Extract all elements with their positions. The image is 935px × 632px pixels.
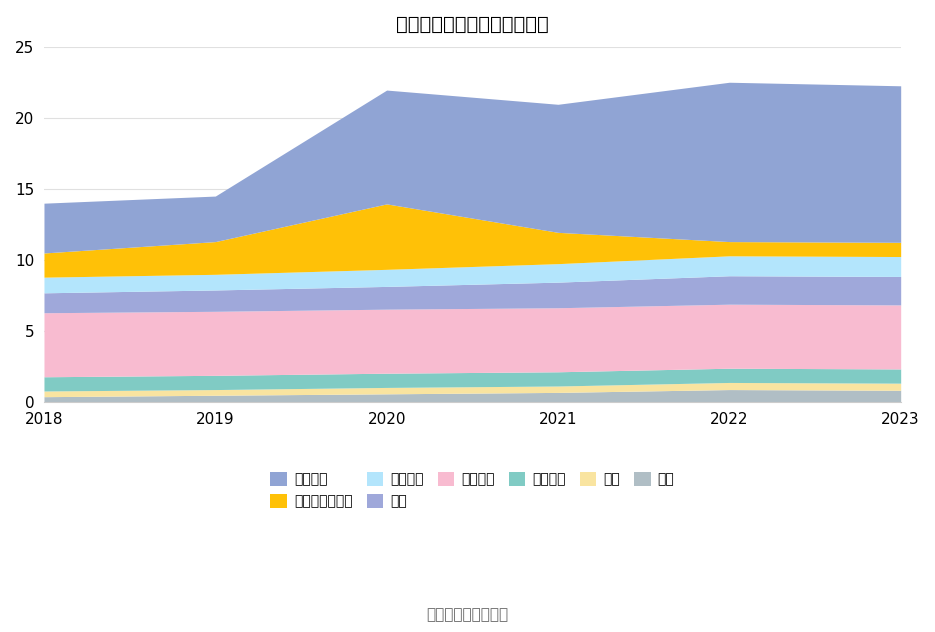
- Title: 历年主要资产堆积图（亿元）: 历年主要资产堆积图（亿元）: [396, 15, 549, 34]
- Text: 数据来源：恒生聚源: 数据来源：恒生聚源: [426, 607, 509, 623]
- Legend: 货币资金, 交易性金融资产, 应收账款, 存货, 固定资产, 无形资产, 商誉, 其它: 货币资金, 交易性金融资产, 应收账款, 存货, 固定资产, 无形资产, 商誉,…: [265, 466, 680, 514]
